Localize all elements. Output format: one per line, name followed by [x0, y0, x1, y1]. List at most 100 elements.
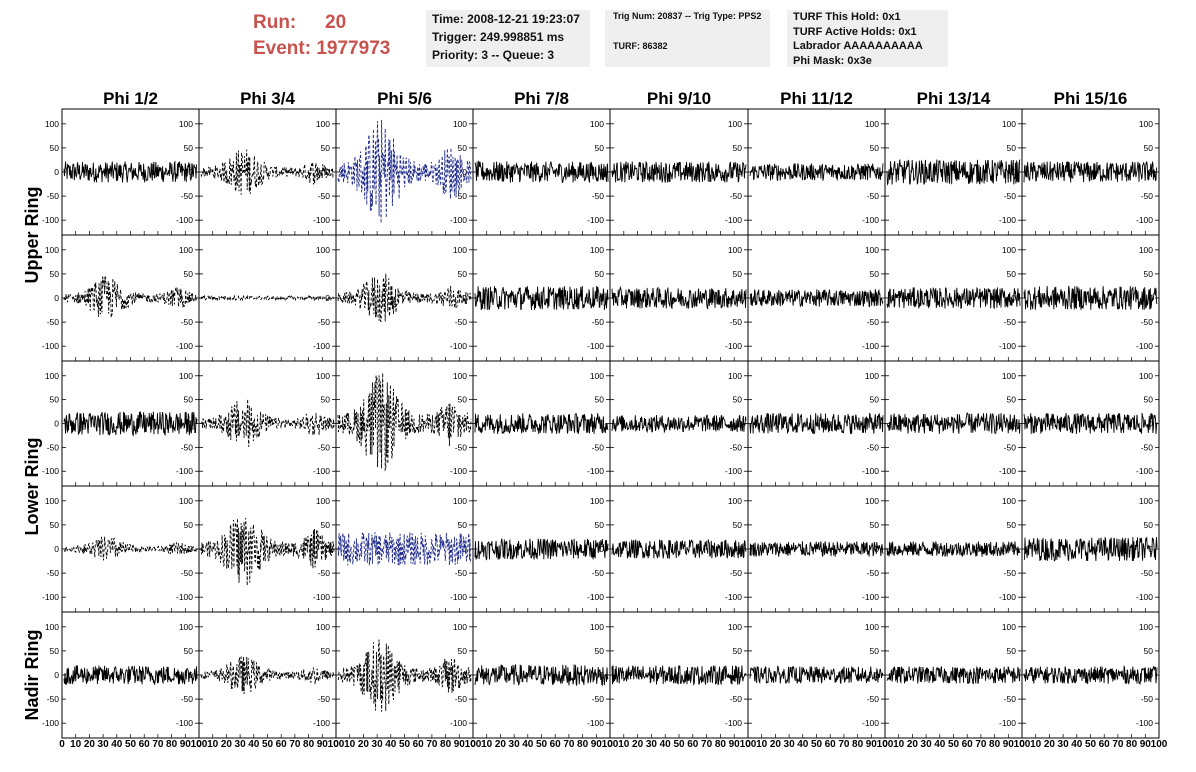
- y-tick-label: -50: [1004, 442, 1017, 452]
- y-tick-label: -50: [47, 442, 60, 452]
- column-header-4: Phi 7/8: [514, 89, 569, 108]
- y-tick-label: 0: [54, 544, 59, 554]
- y-tick-label: -100: [450, 341, 467, 351]
- waveform-trace: [886, 665, 1021, 685]
- run-label: Run:: [253, 12, 297, 33]
- y-tick-label: -100: [313, 466, 330, 476]
- x-tick-label: 30: [784, 739, 796, 750]
- x-tick-label: 40: [522, 739, 534, 750]
- y-tick-label: -50: [730, 568, 743, 578]
- y-tick-label: -50: [1141, 568, 1154, 578]
- y-tick-label: -100: [725, 466, 742, 476]
- x-tick-label: 50: [536, 739, 548, 750]
- x-tick-label: 90: [1003, 739, 1015, 750]
- y-tick-label: 100: [453, 622, 467, 632]
- y-tick-label: 100: [179, 119, 193, 129]
- y-tick-label: 50: [733, 269, 743, 279]
- y-tick-label: -100: [42, 718, 59, 728]
- turf-active-holds: TURF Active Holds: 0x1: [793, 25, 917, 38]
- turf-this-hold: TURF This Hold: 0x1: [793, 11, 901, 23]
- y-tick-label: 100: [45, 119, 59, 129]
- x-tick-label: 50: [262, 739, 274, 750]
- y-tick-label: -50: [1141, 442, 1154, 452]
- y-tick-label: -100: [587, 215, 604, 225]
- y-tick-label: 100: [1139, 245, 1153, 255]
- waveform-trace: [200, 294, 335, 302]
- x-tick-label: 80: [1126, 739, 1138, 750]
- x-tick-label: 70: [701, 739, 713, 750]
- y-tick-label: -100: [862, 466, 879, 476]
- y-tick-label: -100: [313, 215, 330, 225]
- y-tick-label: -100: [42, 215, 59, 225]
- y-tick-label: 0: [737, 670, 742, 680]
- y-tick-label: 100: [865, 119, 879, 129]
- y-tick-label: -100: [725, 341, 742, 351]
- turf-line: TURF: 86382: [613, 41, 668, 51]
- y-tick-label: -100: [313, 718, 330, 728]
- x-tick-label: 100: [602, 739, 619, 750]
- y-tick-label: -50: [47, 568, 60, 578]
- y-tick-label: 100: [316, 245, 330, 255]
- x-tick-label: 30: [509, 739, 521, 750]
- y-tick-label: 100: [1002, 245, 1016, 255]
- y-tick-label: 50: [1144, 395, 1154, 405]
- y-tick-label: 50: [870, 520, 880, 530]
- waveform-trace: [474, 285, 609, 311]
- y-tick-label: 50: [1007, 646, 1017, 656]
- x-tick-label: 40: [385, 739, 397, 750]
- y-tick-label: -100: [176, 592, 193, 602]
- waveform-trace: [200, 149, 335, 195]
- y-tick-label: 50: [733, 646, 743, 656]
- x-tick-label: 40: [660, 739, 672, 750]
- x-tick-label: 90: [729, 739, 741, 750]
- y-tick-label: 50: [870, 646, 880, 656]
- y-tick-label: -50: [1141, 694, 1154, 704]
- y-tick-label: -100: [450, 466, 467, 476]
- y-tick-label: 50: [50, 269, 60, 279]
- ring-label-2: Lower Ring: [22, 438, 42, 536]
- y-tick-label: 0: [737, 167, 742, 177]
- y-tick-label: 100: [865, 245, 879, 255]
- y-tick-label: -50: [867, 442, 880, 452]
- y-tick-label: -100: [1136, 592, 1153, 602]
- y-tick-label: 100: [1139, 371, 1153, 381]
- y-tick-label: 100: [45, 496, 59, 506]
- waveform-trace: [1023, 285, 1158, 310]
- y-tick-label: 50: [1007, 143, 1017, 153]
- y-tick-label: 0: [462, 419, 467, 429]
- column-header-7: Phi 13/14: [917, 89, 991, 108]
- x-tick-label: 70: [563, 739, 575, 750]
- y-tick-label: 50: [595, 143, 605, 153]
- y-tick-label: -50: [455, 568, 468, 578]
- y-tick-label: -50: [47, 317, 60, 327]
- y-tick-label: -50: [730, 317, 743, 327]
- y-tick-label: 0: [325, 293, 330, 303]
- y-tick-label: 100: [590, 245, 604, 255]
- x-tick-label: 20: [1044, 739, 1056, 750]
- y-tick-label: -100: [725, 215, 742, 225]
- y-tick-label: -50: [867, 694, 880, 704]
- y-tick-label: 100: [1002, 119, 1016, 129]
- x-tick-label: 70: [975, 739, 987, 750]
- y-tick-label: 50: [458, 520, 468, 530]
- column-header-6: Phi 11/12: [780, 89, 853, 108]
- y-tick-label: 50: [184, 269, 194, 279]
- waveform-trace: [337, 119, 472, 224]
- y-tick-label: -50: [318, 442, 331, 452]
- x-tick-label: 20: [221, 739, 233, 750]
- y-tick-label: 50: [1007, 269, 1017, 279]
- y-tick-label: -100: [999, 466, 1016, 476]
- y-tick-label: -50: [181, 694, 194, 704]
- waveform-trace: [749, 412, 884, 435]
- y-tick-label: 100: [1139, 496, 1153, 506]
- x-tick-label: 0: [1019, 739, 1025, 750]
- x-tick-label: 40: [1071, 739, 1083, 750]
- waveform-trace: [886, 286, 1021, 310]
- y-tick-label: 100: [728, 371, 742, 381]
- waveform-trace: [749, 288, 884, 308]
- y-tick-label: -50: [181, 317, 194, 327]
- x-tick-label: 30: [921, 739, 933, 750]
- y-tick-label: 0: [54, 419, 59, 429]
- waveform-trace: [200, 517, 335, 586]
- waveform-trace: [749, 665, 884, 685]
